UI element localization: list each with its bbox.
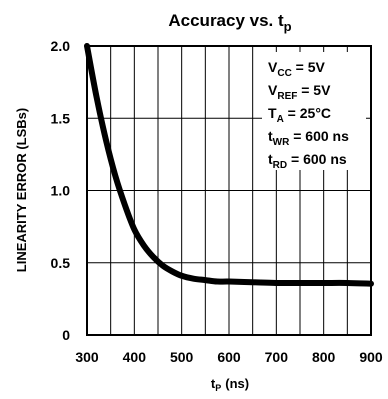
y-tick-label: 0 [62,327,70,343]
x-tick-labels: 300 400 500 600 700 800 900 [75,349,383,365]
x-tick-label: 700 [265,349,289,365]
x-tick-label: 600 [217,349,241,365]
y-tick-label: 2.0 [51,38,71,54]
chart-title: Accuracy vs. tp [168,11,291,34]
x-tick-label: 500 [170,349,194,365]
y-tick-label: 1.5 [51,110,71,126]
x-axis-label: tP (ns) [211,376,249,393]
x-tick-label: 400 [123,349,147,365]
annotation-line: TA = 25°C [268,105,331,125]
x-tick-label: 900 [359,349,383,365]
x-tick-label: 800 [312,349,336,365]
annotation-line: tRD = 600 ns [268,151,347,171]
y-tick-label: 1.0 [51,183,71,199]
y-tick-label: 0.5 [51,255,71,271]
linearity-error-curve [84,43,374,287]
x-axis-label-subscript: P [215,383,221,393]
y-axis-label: LINEARITY ERROR (LSBs) [14,108,29,272]
annotation-line: VREF = 5V [268,82,331,102]
y-tick-labels: 0 0.5 1.0 1.5 2.0 [51,38,71,343]
annotation-background [262,52,366,170]
conditions-annotation: VCC = 5V VREF = 5V TA = 25°C tWR = 600 ns tR… [262,52,366,171]
annotation-line: tWR = 600 ns [268,128,349,148]
chart-title-subscript: p [284,19,292,34]
x-tick-label: 300 [75,349,99,365]
annotation-line: VCC = 5V [268,59,326,79]
plot-frame [86,45,372,336]
